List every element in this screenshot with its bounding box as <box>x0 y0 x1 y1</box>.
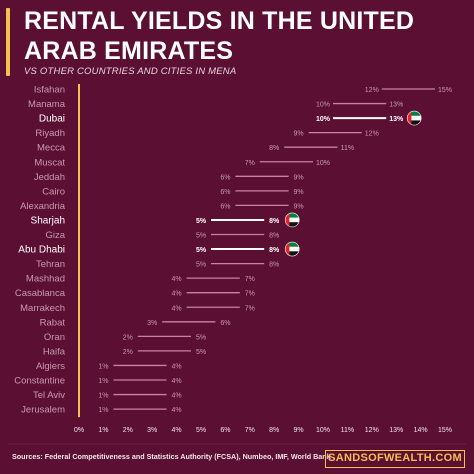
uae-flag-icon <box>406 110 422 126</box>
x-tick-label: 9% <box>294 427 304 434</box>
high-value-label: 7% <box>245 291 255 298</box>
low-value-label: 1% <box>98 393 108 400</box>
x-tick-label: 2% <box>123 427 133 434</box>
uae-flag-icon <box>284 212 300 228</box>
high-value-label: 4% <box>172 393 182 400</box>
low-value-label: 6% <box>220 189 230 196</box>
high-value-label: 8% <box>269 218 280 225</box>
high-value-label: 13% <box>389 116 404 123</box>
low-value-label: 4% <box>172 276 182 283</box>
x-tick-label: 4% <box>172 427 182 434</box>
high-value-label: 4% <box>172 363 182 370</box>
x-tick-label: 15% <box>438 427 452 434</box>
city-label: Tehran <box>36 259 65 270</box>
high-value-label: 15% <box>438 87 452 94</box>
high-value-label: 8% <box>269 247 280 254</box>
x-tick-label: 11% <box>341 427 355 434</box>
city-label: Tel Aviv <box>33 390 65 401</box>
x-tick-label: 5% <box>196 427 206 434</box>
high-value-label: 5% <box>196 334 206 341</box>
uae-flag-icon <box>284 241 300 257</box>
high-value-label: 8% <box>269 233 279 240</box>
high-value-label: 9% <box>294 203 304 210</box>
chart-title: RENTAL YIELDS IN THE UNITED ARAB EMIRATE… <box>24 7 415 65</box>
x-tick-label: 0% <box>74 427 84 434</box>
x-tick-label: 1% <box>98 427 108 434</box>
x-tick-label: 12% <box>365 427 379 434</box>
low-value-label: 5% <box>196 218 207 225</box>
title-accent-bar <box>6 8 10 76</box>
city-label: Oran <box>44 332 65 343</box>
low-value-label: 6% <box>220 174 230 181</box>
low-value-label: 7% <box>245 160 255 167</box>
city-label: Rabat <box>40 317 66 328</box>
city-label: Dubai <box>39 114 65 125</box>
city-label: Algiers <box>36 361 65 372</box>
city-label: Jeddah <box>34 172 65 183</box>
x-tick-label: 3% <box>147 427 157 434</box>
x-tick-label: 8% <box>269 427 279 434</box>
high-value-label: 5% <box>196 349 206 356</box>
low-value-label: 5% <box>196 233 206 240</box>
low-value-label: 2% <box>123 349 133 356</box>
low-value-label: 9% <box>294 131 304 138</box>
city-label: Mashhad <box>26 274 65 285</box>
low-value-label: 12% <box>365 87 379 94</box>
low-value-label: 1% <box>98 363 108 370</box>
low-value-label: 4% <box>172 305 182 312</box>
high-value-label: 7% <box>245 276 255 283</box>
low-value-label: 5% <box>196 247 207 254</box>
low-value-label: 6% <box>220 203 230 210</box>
city-label: Abu Dhabi <box>18 245 65 256</box>
high-value-label: 13% <box>389 102 403 109</box>
city-label: Constantine <box>14 376 65 387</box>
high-value-label: 4% <box>172 378 182 385</box>
city-label: Muscat <box>34 157 65 168</box>
high-value-label: 6% <box>220 320 230 327</box>
low-value-label: 3% <box>147 320 157 327</box>
city-label: Isfahan <box>34 85 65 96</box>
low-value-label: 8% <box>269 145 279 152</box>
city-label: Riyadh <box>35 128 65 139</box>
high-value-label: 10% <box>316 160 330 167</box>
high-value-label: 8% <box>269 262 279 269</box>
low-value-label: 1% <box>98 378 108 385</box>
low-value-label: 10% <box>316 116 331 123</box>
low-value-label: 1% <box>98 407 108 414</box>
city-label: Haifa <box>43 346 66 357</box>
x-tick-label: 14% <box>414 427 428 434</box>
city-label: Alexandria <box>20 201 66 212</box>
low-value-label: 5% <box>196 262 206 269</box>
city-label: Casablanca <box>15 288 66 299</box>
x-tick-label: 10% <box>316 427 330 434</box>
city-label: Manama <box>28 99 66 110</box>
high-value-label: 9% <box>294 174 304 181</box>
high-value-label: 12% <box>365 131 379 138</box>
city-label: Sharjah <box>31 215 65 226</box>
low-value-label: 10% <box>316 102 330 109</box>
high-value-label: 11% <box>341 145 355 152</box>
city-label: Giza <box>45 230 65 241</box>
brand-badge[interactable]: SANDSOFWEALTH.COM <box>325 450 465 468</box>
x-tick-label: 6% <box>220 427 230 434</box>
chart-subtitle: VS OTHER COUNTRIES AND CITIES IN MENA <box>24 66 237 77</box>
low-value-label: 4% <box>172 291 182 298</box>
source-note: Sources: Federal Competitiveness and Sta… <box>12 452 331 461</box>
city-label: Cairo <box>42 186 65 197</box>
low-value-label: 2% <box>123 334 133 341</box>
city-label: Mecca <box>37 143 66 154</box>
high-value-label: 7% <box>245 305 255 312</box>
x-tick-label: 13% <box>389 427 403 434</box>
city-label: Marrakech <box>20 303 65 314</box>
city-label: Jerusalem <box>21 405 65 416</box>
high-value-label: 4% <box>172 407 182 414</box>
high-value-label: 9% <box>294 189 304 196</box>
x-tick-label: 7% <box>245 427 255 434</box>
